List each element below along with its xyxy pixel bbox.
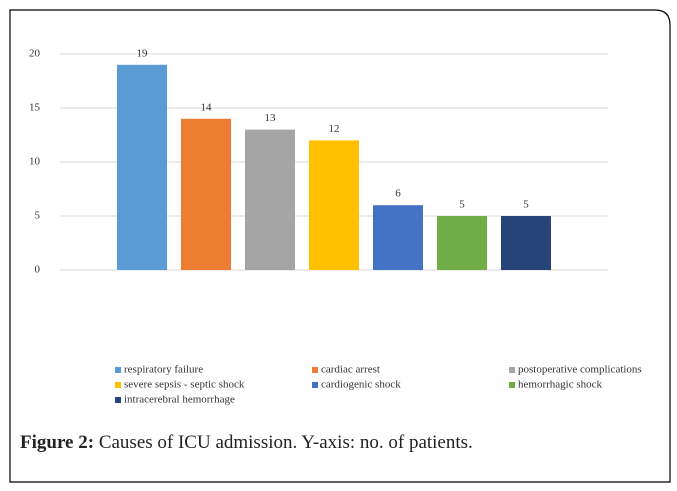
bar <box>373 205 423 270</box>
data-label: 5 <box>523 199 529 211</box>
data-label: 6 <box>395 188 401 200</box>
legend-label: cardiogenic shock <box>321 379 401 391</box>
legend-label: severe sepsis - septic shock <box>124 379 245 391</box>
caption: Figure 2: Causes of ICU admission. Y-axi… <box>20 432 473 454</box>
legend-swatch <box>115 367 121 373</box>
bar <box>437 216 487 270</box>
y-tick-label: 20 <box>29 48 41 60</box>
legend-label: hemorrhagic shock <box>518 379 602 391</box>
bar <box>117 64 167 270</box>
legend-label: postoperative complications <box>518 364 642 376</box>
y-tick-label: 15 <box>29 102 41 114</box>
data-label: 5 <box>459 199 465 211</box>
legend-label: respiratory failure <box>124 364 203 376</box>
caption-text: Causes of ICU admission. Y-axis: no. of … <box>98 432 473 453</box>
legend-swatch <box>312 367 318 373</box>
data-label: 13 <box>265 112 277 124</box>
data-label: 12 <box>329 123 340 135</box>
y-tick-label: 0 <box>35 264 41 276</box>
y-tick-label: 10 <box>29 156 41 168</box>
legend-label: intracerebral hemorrhage <box>124 394 235 406</box>
bar <box>501 216 551 270</box>
caption-label: Figure 2: <box>20 432 95 453</box>
legend-swatch <box>509 367 515 373</box>
data-label: 19 <box>137 47 149 59</box>
legend-swatch <box>115 382 121 388</box>
legend-label: cardiac arrest <box>321 364 380 376</box>
figure-border <box>9 9 671 483</box>
legend-swatch <box>115 397 121 403</box>
y-tick-label: 5 <box>35 210 41 222</box>
legend-swatch <box>312 382 318 388</box>
bar <box>245 129 295 270</box>
legend-swatch <box>509 382 515 388</box>
data-label: 14 <box>201 101 213 113</box>
bar <box>181 118 231 270</box>
bar <box>309 140 359 270</box>
